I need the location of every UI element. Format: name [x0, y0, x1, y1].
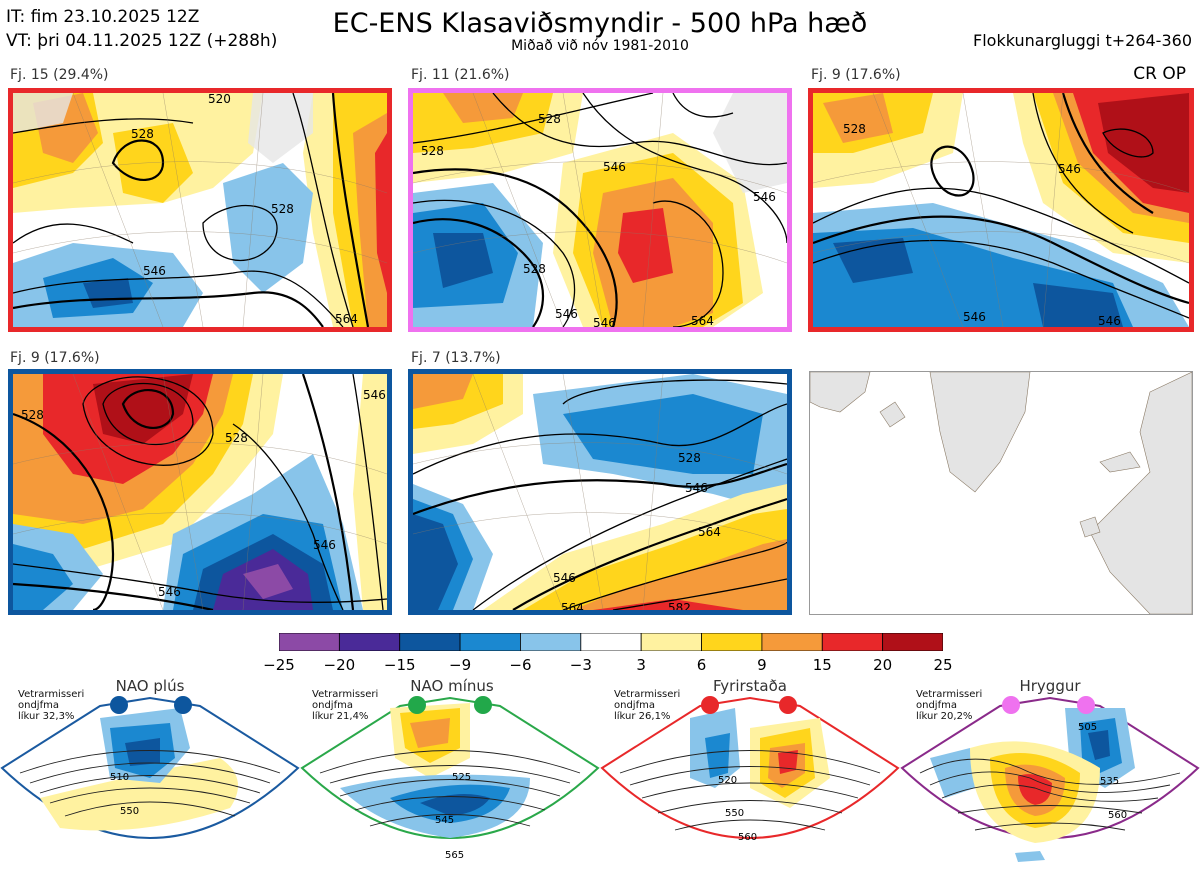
colorbar-tick-label: −6: [509, 656, 532, 674]
colorbar-tick-label: 20: [873, 656, 893, 674]
colorbar-segment: [520, 633, 582, 651]
contour-label: 528: [523, 262, 546, 276]
cluster-label-1: Fj. 15 (29.4%): [10, 67, 109, 83]
cluster-map-3: 528 546 546 546: [808, 88, 1194, 332]
regime-title: NAO plús: [115, 677, 185, 695]
contour-label: 546: [593, 316, 616, 327]
contour-label: 564: [335, 312, 358, 326]
contour-label: 565: [445, 850, 464, 861]
colorbar-segment: [399, 633, 461, 651]
contour-label: 546: [313, 538, 336, 552]
contour-label: 546: [143, 264, 166, 278]
contour-label: 528: [131, 127, 154, 141]
contour-label: 505: [1078, 722, 1097, 733]
contour-label: 545: [435, 815, 454, 826]
contour-label: 528: [843, 122, 866, 136]
contour-label: 546: [555, 307, 578, 321]
page-title: EC-ENS Klasaviðsmyndir - 500 hPa hæð: [332, 8, 868, 39]
colorbar-segment: [279, 633, 340, 651]
contour-label: 520: [718, 775, 737, 786]
contour-label: 528: [538, 112, 561, 126]
contour-label: 528: [21, 408, 44, 422]
contour-label: 582: [668, 601, 691, 610]
colorbar-tick-label: −25: [263, 656, 295, 674]
contour-label: 528: [421, 144, 444, 158]
colorbar-segment: [338, 633, 401, 651]
contour-label: 546: [363, 388, 386, 402]
contour-label: 525: [452, 772, 471, 783]
contour-label: 564: [561, 601, 584, 610]
contour-label: 546: [1058, 162, 1081, 176]
blank-map: [809, 371, 1193, 615]
colorbar-segment: [459, 633, 521, 651]
contour-label: 546: [753, 190, 776, 204]
cluster-label-3: Fj. 9 (17.6%): [811, 67, 901, 83]
regime-title: Hryggur: [1019, 677, 1081, 695]
contour-label: 564: [691, 314, 714, 327]
colorbar-tick-label: 25: [933, 656, 953, 674]
page-subtitle: Miðað við nóv 1981-2010: [511, 38, 689, 54]
cluster-label-5: Fj. 7 (13.7%): [411, 350, 501, 366]
contour-label: 560: [738, 832, 757, 843]
colorbar-segment: [580, 633, 642, 651]
cluster-map-2: 528 528 546 546 546 528 546 564: [408, 88, 792, 332]
cluster-map-1: 520 528 528 546 564: [8, 88, 392, 332]
colorbar-tick-label: −20: [323, 656, 356, 674]
colorbar-tick-label: −15: [383, 656, 416, 674]
contour-label: 528: [225, 431, 248, 445]
regime-title: Fyrirstaða: [713, 677, 787, 695]
cluster-map-4: 528 528 546 546 546: [8, 369, 392, 615]
contour-label: 520: [208, 93, 231, 106]
colorbar-segment: [821, 633, 884, 651]
contour-label: 546: [685, 481, 708, 495]
colorbar-segment: [701, 633, 763, 651]
colorbar-tick-label: −3: [569, 656, 592, 674]
colorbar-tick-label: 6: [696, 656, 707, 674]
colorbar-tick-label: 15: [812, 656, 832, 674]
contour-label: 546: [603, 160, 626, 174]
contour-label: 546: [1098, 314, 1121, 327]
colorbar-tick-label: 9: [757, 656, 767, 674]
contour-label: 546: [553, 571, 576, 585]
regime-probability: Vetrarmisseri ondjfma líkur 26,1%: [614, 689, 681, 722]
contour-label: 546: [963, 310, 986, 324]
cluster-label-2: Fj. 11 (21.6%): [411, 67, 510, 83]
classification-window: Flokkunargluggi t+264-360: [973, 31, 1192, 50]
init-time: IT: fim 23.10.2025 12Z: [6, 7, 200, 27]
contour-label: 510: [110, 772, 129, 783]
colorbar-tick-label: −9: [449, 656, 472, 674]
contour-label: 560: [1108, 810, 1127, 821]
regime-probability: Vetrarmisseri ondjfma líkur 20,2%: [916, 689, 983, 722]
regime-probability: Vetrarmisseri ondjfma líkur 32,3%: [18, 689, 85, 722]
cr-op-label: CR OP: [1133, 64, 1186, 84]
colorbar: [279, 633, 943, 651]
colorbar-segment: [761, 633, 823, 651]
contour-label: 528: [271, 202, 294, 216]
colorbar-segment: [640, 633, 702, 651]
contour-label: 550: [725, 808, 744, 819]
cluster-label-4: Fj. 9 (17.6%): [10, 350, 100, 366]
regime-title: NAO mínus: [410, 677, 494, 695]
contour-label: 535: [1100, 776, 1119, 787]
colorbar-tick-label: 3: [636, 656, 646, 674]
valid-time: VT: þri 04.11.2025 12Z (+288h): [6, 31, 278, 51]
contour-label: 528: [678, 451, 701, 465]
cluster-map-5: 528 546 564 546 564 582: [408, 369, 792, 615]
contour-label: 550: [120, 806, 139, 817]
contour-label: 546: [158, 585, 181, 599]
regime-probability: Vetrarmisseri ondjfma líkur 21,4%: [312, 689, 379, 722]
colorbar-segment: [882, 633, 943, 651]
contour-label: 564: [698, 525, 721, 539]
